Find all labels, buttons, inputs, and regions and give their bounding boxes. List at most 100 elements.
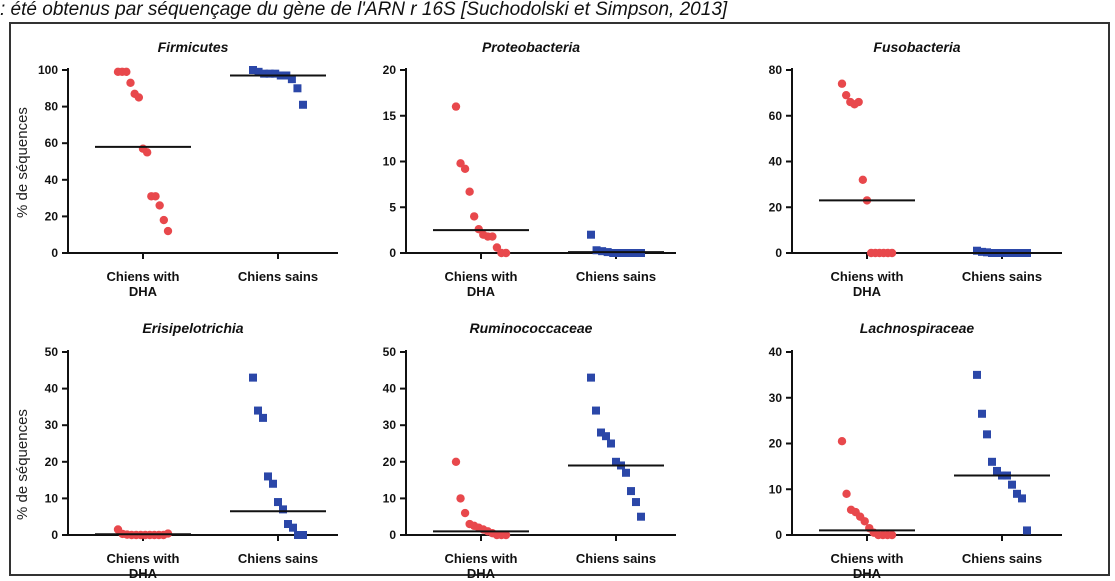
data-point-sains <box>271 69 280 78</box>
y-tick-label: 20 <box>383 63 397 77</box>
data-point-sains <box>978 409 986 418</box>
x-tick-label: Chiens with <box>107 269 180 284</box>
data-point-sains <box>622 468 630 477</box>
y-tick-label: 20 <box>769 200 783 214</box>
x-tick-label: DHA <box>467 566 496 581</box>
data-point-dha <box>460 508 470 518</box>
y-tick-label: 10 <box>383 155 397 169</box>
x-tick-label: Chiens sains <box>238 269 318 284</box>
data-point-sains <box>993 466 1001 475</box>
y-tick-label: 10 <box>45 491 59 505</box>
y-tick-label: 20 <box>45 209 59 223</box>
figure-caption: : été obtenus par séquençage du gène de … <box>0 0 728 20</box>
y-tick-label: 80 <box>769 63 783 77</box>
y-tick-label: 50 <box>383 345 397 359</box>
data-point-dha <box>837 79 847 88</box>
data-point-dha <box>854 97 863 107</box>
data-point-sains <box>299 100 307 109</box>
panel-ruminococcaceae: Ruminococcaceae 0 10 20 30 40 50 Chiens withDHA… <box>383 320 676 581</box>
data-point-sains <box>978 247 986 256</box>
data-point-sains <box>254 406 262 415</box>
y-tick-label: 50 <box>45 345 59 359</box>
data-point-sains <box>1023 526 1031 535</box>
data-point-sains <box>249 373 257 382</box>
panel-title: Proteobacteria <box>482 39 580 55</box>
x-tick-label: DHA <box>853 284 882 299</box>
x-tick-label: Chiens sains <box>962 551 1042 566</box>
panel-title: Lachnospiraceae <box>860 320 975 336</box>
x-tick-label: DHA <box>853 566 882 581</box>
data-point-dha <box>501 530 511 540</box>
data-point-dha <box>469 212 479 221</box>
data-point-dha <box>460 164 470 174</box>
data-point-dha <box>142 148 152 157</box>
data-point-sains <box>988 457 996 466</box>
x-tick-label: DHA <box>467 284 496 299</box>
y-tick-label: 30 <box>383 418 397 432</box>
y-tick-label: 10 <box>383 491 397 505</box>
data-point-dha <box>465 187 474 196</box>
data-point-dha <box>151 192 160 201</box>
data-point-dha <box>456 494 465 503</box>
data-point-sains <box>587 373 595 382</box>
data-point-sains <box>254 67 263 76</box>
y-axis-title-bottom: % de séquences <box>14 409 31 520</box>
data-point-sains <box>259 413 267 422</box>
data-point-dha <box>159 215 169 225</box>
x-tick-label: DHA <box>129 284 158 299</box>
y-tick-label: 15 <box>383 109 397 123</box>
y-tick-label: 40 <box>383 382 397 396</box>
data-point-dha <box>887 248 897 258</box>
data-point-sains <box>264 472 272 481</box>
data-point-dha <box>451 102 461 111</box>
x-tick-label: Chiens sains <box>962 269 1042 284</box>
panel-title: Ruminococcaceae <box>470 320 593 336</box>
data-point-sains <box>287 75 296 84</box>
panel-erisipelotrichia: Erisipelotrichia 0 10 20 30 40 50 Chiens withDH… <box>45 320 338 581</box>
y-tick-label: 20 <box>383 455 397 469</box>
panel-title: Firmicutes <box>158 39 229 55</box>
data-point-sains <box>587 230 595 239</box>
y-tick-label: 40 <box>769 345 783 359</box>
y-tick-label: 5 <box>389 200 396 214</box>
data-point-sains <box>1018 494 1026 503</box>
x-tick-label: Chiens with <box>445 551 518 566</box>
y-axis-title-top: % de séquences <box>14 107 31 218</box>
x-tick-label: Chiens with <box>445 269 518 284</box>
x-tick-label: Chiens sains <box>576 269 656 284</box>
data-point-dha <box>155 201 164 210</box>
data-point-sains <box>592 406 600 415</box>
data-point-sains <box>294 531 302 539</box>
y-tick-label: 40 <box>769 155 783 169</box>
data-point-dha <box>837 437 847 446</box>
x-tick-label: Chiens with <box>831 551 904 566</box>
y-tick-label: 60 <box>45 136 59 150</box>
data-point-sains <box>973 246 981 255</box>
y-tick-label: 40 <box>45 173 59 187</box>
data-point-sains <box>1008 480 1016 489</box>
y-tick-label: 0 <box>775 528 782 542</box>
data-point-dha <box>451 457 461 466</box>
y-tick-label: 30 <box>769 391 783 405</box>
data-point-sains <box>299 531 307 539</box>
data-point-sains <box>274 498 282 507</box>
data-point-sains <box>249 66 257 74</box>
figure-frame <box>9 22 1110 576</box>
data-point-dha <box>858 175 868 184</box>
y-tick-label: 40 <box>45 382 59 396</box>
data-point-sains <box>284 520 292 529</box>
y-tick-label: 20 <box>769 437 783 451</box>
data-point-sains <box>637 512 645 521</box>
data-point-dha <box>501 248 511 258</box>
data-point-dha <box>842 489 851 499</box>
y-tick-label: 60 <box>769 109 783 123</box>
data-point-sains <box>607 439 615 448</box>
y-tick-label: 100 <box>38 63 58 77</box>
y-tick-label: 10 <box>769 482 783 496</box>
data-point-sains <box>1013 489 1021 498</box>
